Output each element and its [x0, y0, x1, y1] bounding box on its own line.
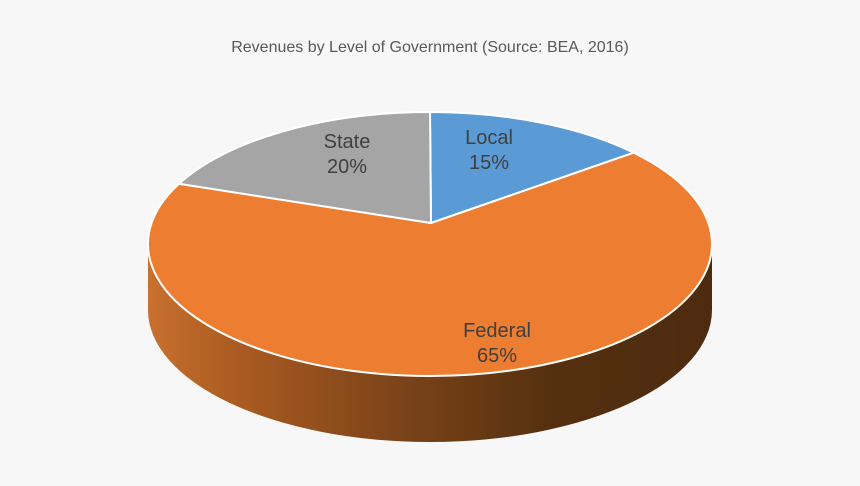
pie-slice-local — [429, 111, 635, 224]
pie-side-wall — [148, 244, 712, 442]
chart-title: Revenues by Level of Government (Source:… — [231, 39, 629, 56]
pie-side-group — [148, 244, 712, 442]
pie-slice-state — [178, 111, 432, 224]
pie-slice-federal — [147, 151, 713, 377]
pie-top-group — [147, 111, 713, 377]
